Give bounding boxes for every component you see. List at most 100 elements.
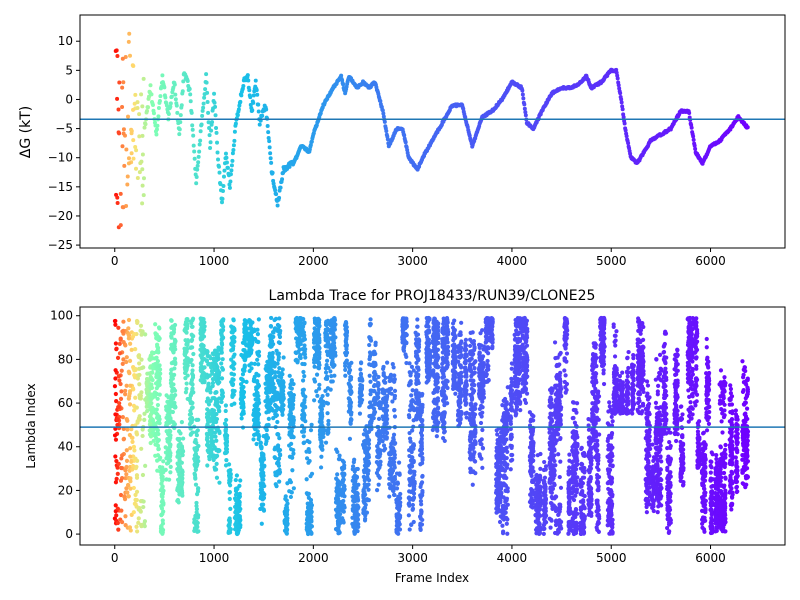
lambda-point: [255, 332, 260, 337]
delta-g-point: [521, 96, 526, 101]
lambda-point: [372, 402, 377, 407]
lambda-point: [153, 322, 158, 327]
lambda-point: [277, 436, 282, 441]
delta-g-point: [131, 138, 136, 143]
lambda-point: [344, 350, 349, 356]
lambda-point: [348, 384, 353, 390]
lambda-point: [396, 494, 401, 499]
lambda-point: [348, 412, 354, 417]
lambda-point: [132, 331, 137, 337]
delta-g-point: [208, 145, 213, 150]
lambda-point: [381, 366, 386, 372]
delta-g-point: [224, 160, 229, 165]
lambda-point: [227, 490, 232, 495]
lambda-point: [367, 429, 372, 434]
delta-g-point: [131, 156, 136, 161]
delta-g-point: [154, 132, 159, 137]
lambda-point: [407, 380, 412, 385]
lambda-point: [189, 420, 194, 425]
delta-g-point: [268, 156, 273, 161]
lambda-point: [184, 381, 189, 386]
delta-g-point: [206, 120, 211, 125]
lambda-point: [204, 358, 209, 363]
lambda-point: [325, 392, 330, 397]
lambda-point: [227, 478, 233, 484]
lambda-point: [223, 449, 229, 455]
lambda-point: [274, 484, 279, 489]
lambda-point: [198, 322, 203, 327]
lambda-point: [201, 343, 206, 348]
lambda-point: [392, 388, 398, 393]
delta-g-point: [128, 53, 133, 58]
lambda-point: [275, 351, 280, 356]
delta-g-point: [143, 122, 148, 127]
lambda-point: [314, 389, 319, 394]
delta-g-point: [117, 80, 122, 85]
lambda-point: [273, 414, 278, 419]
lambda-point: [150, 377, 155, 383]
lambda-point: [301, 429, 307, 434]
lambda-point: [359, 386, 365, 392]
lambda-point: [127, 358, 133, 363]
lambda-point: [153, 453, 158, 458]
lambda-point: [391, 451, 397, 456]
delta-g-point: [203, 87, 208, 92]
lambda-point: [189, 345, 194, 350]
lambda-point: [123, 468, 128, 473]
delta-g-point: [177, 127, 182, 132]
delta-g-point: [185, 79, 190, 84]
delta-g-point: [201, 101, 206, 106]
delta-g-x-ticks: 0 1000 2000 3000 4000 5000 6000: [111, 248, 726, 268]
lambda-point: [230, 388, 235, 393]
lambda-point: [193, 459, 198, 464]
lambda-point: [194, 522, 199, 527]
lambda-point: [154, 332, 159, 337]
lambda-point: [331, 362, 336, 367]
lambda-point: [331, 341, 336, 347]
lambda-point: [115, 422, 120, 428]
delta-g-point: [224, 155, 229, 160]
lambda-point: [179, 419, 184, 425]
lambda-point: [113, 412, 118, 417]
lambda-point: [280, 367, 285, 372]
delta-g-point: [156, 114, 161, 119]
lambda-point: [281, 403, 286, 408]
delta-g-point: [233, 121, 238, 126]
lambda-point: [206, 402, 212, 407]
lambda-point: [318, 465, 324, 470]
lambda-point: [184, 330, 189, 335]
lambda-point: [269, 335, 274, 341]
lambda-point: [326, 365, 331, 371]
lambda-point: [195, 486, 201, 491]
delta-g-point: [137, 134, 142, 139]
delta-g-point: [270, 170, 275, 175]
lambda-point: [332, 325, 337, 330]
lambda-point: [375, 467, 381, 473]
lambda-point: [388, 375, 393, 380]
lambda-point: [287, 432, 292, 437]
lambda-point: [299, 327, 304, 332]
lambda-point: [195, 529, 200, 534]
lambda-point: [277, 329, 282, 334]
delta-g-point: [126, 114, 131, 119]
delta-g-point: [173, 92, 178, 97]
lambda-point: [309, 519, 314, 524]
lambda-point: [192, 462, 197, 467]
lambda-point: [137, 372, 142, 378]
lambda-point: [381, 408, 387, 413]
delta-g-point: [207, 133, 212, 138]
lambda-point: [376, 428, 381, 434]
lambda-point: [236, 513, 241, 518]
lambda-point: [126, 326, 131, 331]
lambda-point: [301, 369, 306, 375]
delta-g-point: [213, 113, 218, 118]
lambda-point: [295, 358, 300, 364]
lambda-point: [194, 500, 199, 506]
delta-g-point: [198, 129, 203, 134]
lambda-point: [267, 343, 272, 348]
lambda-point: [284, 528, 289, 533]
lambda-point: [275, 432, 280, 437]
lambda-point: [154, 435, 159, 441]
lambda-point: [149, 356, 155, 361]
lambda-point: [337, 453, 342, 458]
